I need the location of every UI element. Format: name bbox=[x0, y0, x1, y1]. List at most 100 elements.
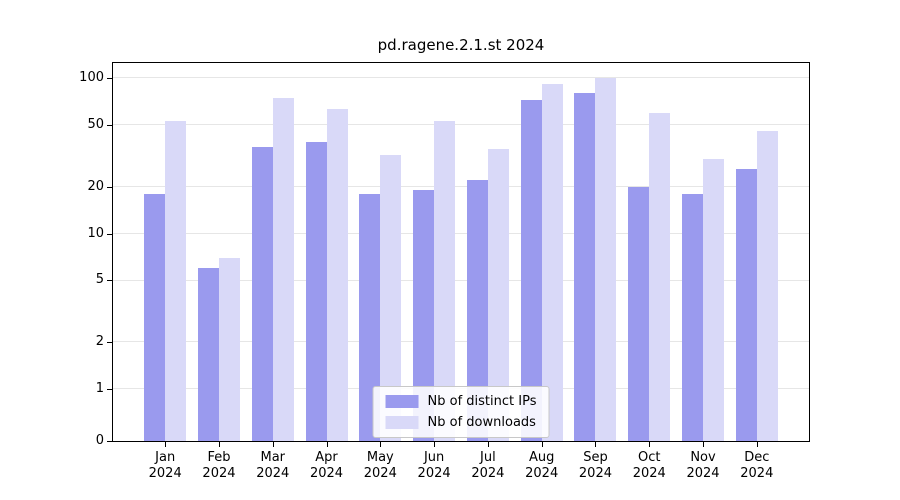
y-tick-mark bbox=[107, 124, 112, 126]
legend-swatch-downloads bbox=[385, 416, 419, 429]
bar-downloads bbox=[649, 112, 671, 441]
x-tick-label: Oct 2024 bbox=[617, 450, 681, 482]
x-tick-mark bbox=[541, 442, 543, 447]
x-tick-label-month: Jun bbox=[423, 450, 445, 465]
bar-distinct-ips bbox=[197, 268, 219, 441]
x-tick-label-year: 2024 bbox=[686, 466, 720, 481]
bar-distinct-ips bbox=[466, 180, 488, 441]
x-tick-label-month: Aug bbox=[528, 450, 555, 465]
gridline bbox=[113, 77, 809, 79]
bar-downloads bbox=[380, 155, 402, 441]
y-tick-label: 1 bbox=[95, 381, 104, 397]
legend-item-distinct-ips: Nb of distinct IPs bbox=[385, 394, 537, 409]
x-tick-label-year: 2024 bbox=[740, 466, 774, 481]
y-tick-label: 10 bbox=[87, 225, 104, 241]
x-tick-mark bbox=[487, 442, 489, 447]
y-tick-mark bbox=[107, 78, 112, 80]
x-tick-mark bbox=[703, 442, 705, 447]
x-tick-label-year: 2024 bbox=[309, 466, 344, 481]
bar-downloads bbox=[272, 97, 294, 441]
legend-swatch-distinct-ips bbox=[385, 395, 419, 408]
legend: Nb of distinct IPs Nb of downloads bbox=[372, 386, 550, 438]
x-tick-label-month: Sep bbox=[583, 450, 608, 465]
x-tick-label-year: 2024 bbox=[363, 466, 397, 481]
bar-distinct-ips bbox=[359, 193, 381, 441]
gridline bbox=[113, 232, 809, 234]
x-tick-label: Nov 2024 bbox=[671, 450, 735, 482]
x-tick-mark bbox=[380, 442, 382, 447]
x-tick-label: Jun 2024 bbox=[402, 450, 466, 482]
y-tick-mark bbox=[107, 389, 112, 391]
gridline bbox=[113, 279, 809, 281]
x-tick-label-month: May bbox=[366, 450, 394, 465]
x-tick-label-year: 2024 bbox=[417, 466, 451, 481]
x-tick-label: Jan 2024 bbox=[133, 450, 197, 482]
bar-downloads bbox=[165, 121, 187, 441]
gridline bbox=[113, 123, 809, 125]
bar-downloads bbox=[703, 159, 725, 441]
x-tick-mark bbox=[595, 442, 597, 447]
bar-downloads bbox=[541, 83, 563, 441]
bar-downloads bbox=[756, 130, 778, 441]
legend-item-downloads: Nb of downloads bbox=[385, 415, 537, 430]
x-tick-label-year: 2024 bbox=[256, 466, 290, 481]
y-tick-mark bbox=[107, 280, 112, 282]
x-tick-label: Aug 2024 bbox=[510, 450, 574, 482]
x-tick-mark bbox=[756, 442, 758, 447]
x-tick-label: Jul 2024 bbox=[456, 450, 520, 482]
y-tick-mark bbox=[107, 186, 112, 188]
x-tick-mark bbox=[434, 442, 436, 447]
x-tick-label-year: 2024 bbox=[632, 466, 666, 481]
x-tick-label-month: Mar bbox=[260, 450, 286, 465]
bar-distinct-ips bbox=[735, 169, 757, 441]
x-tick-label-month: Apr bbox=[315, 450, 338, 465]
bar-downloads bbox=[326, 109, 348, 441]
x-tick-mark bbox=[326, 442, 328, 447]
x-tick-label-month: Dec bbox=[744, 450, 770, 465]
x-tick-label-year: 2024 bbox=[202, 466, 236, 481]
y-tick-label: 0 bbox=[95, 433, 104, 448]
bar-distinct-ips bbox=[574, 93, 596, 441]
x-tick-label: May 2024 bbox=[348, 450, 412, 482]
bar-distinct-ips bbox=[520, 100, 542, 441]
y-tick-label: 20 bbox=[87, 178, 104, 194]
bar-downloads bbox=[595, 78, 617, 441]
y-tick-mark bbox=[107, 342, 112, 344]
y-tick-mark bbox=[107, 441, 112, 442]
x-tick-label: Apr 2024 bbox=[295, 450, 359, 482]
x-tick-label-month: Oct bbox=[637, 450, 661, 465]
y-tick-label: 5 bbox=[95, 272, 104, 288]
x-tick-mark bbox=[165, 442, 167, 447]
bar-distinct-ips bbox=[628, 186, 650, 441]
bar-distinct-ips bbox=[413, 190, 435, 441]
bar-downloads bbox=[218, 257, 240, 441]
gridline bbox=[113, 341, 809, 343]
bar-distinct-ips bbox=[251, 147, 273, 441]
x-tick-label-year: 2024 bbox=[148, 466, 182, 481]
gridline bbox=[113, 185, 809, 187]
y-tick-label: 2 bbox=[95, 334, 104, 350]
legend-label-distinct-ips: Nb of distinct IPs bbox=[427, 394, 537, 409]
x-tick-label-year: 2024 bbox=[471, 466, 505, 481]
bar-distinct-ips bbox=[305, 141, 327, 441]
x-tick-label: Dec 2024 bbox=[725, 450, 789, 482]
x-tick-label: Feb 2024 bbox=[187, 450, 251, 482]
x-tick-label-month: Jul bbox=[480, 450, 496, 465]
x-tick-label-year: 2024 bbox=[578, 466, 612, 481]
x-tick-label: Sep 2024 bbox=[563, 450, 627, 482]
x-tick-label-month: Nov bbox=[690, 450, 716, 465]
bar-distinct-ips bbox=[144, 193, 166, 441]
x-tick-label-year: 2024 bbox=[525, 466, 559, 481]
plot-area: Nb of distinct IPs Nb of downloads bbox=[112, 62, 810, 442]
y-tick-label: 100 bbox=[79, 70, 104, 86]
x-tick-label: Mar 2024 bbox=[241, 450, 305, 482]
chart-title: pd.ragene.2.1.st 2024 bbox=[377, 36, 545, 54]
y-tick-label: 50 bbox=[87, 116, 104, 132]
bar-downloads bbox=[434, 121, 456, 441]
x-tick-label-month: Jan bbox=[155, 450, 176, 465]
legend-label-downloads: Nb of downloads bbox=[427, 415, 536, 430]
x-tick-label-month: Feb bbox=[207, 450, 231, 465]
y-tick-mark bbox=[107, 233, 112, 235]
bar-distinct-ips bbox=[682, 193, 704, 441]
